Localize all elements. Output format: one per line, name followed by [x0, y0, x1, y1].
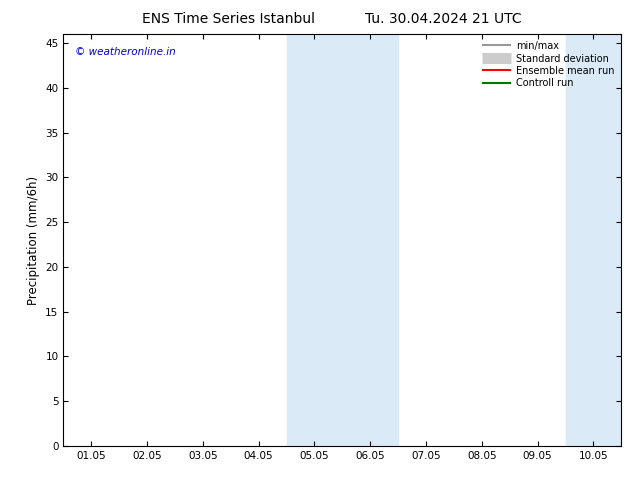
- Text: © weatheronline.in: © weatheronline.in: [75, 47, 176, 57]
- Text: ENS Time Series Istanbul: ENS Time Series Istanbul: [142, 12, 314, 26]
- Y-axis label: Precipitation (mm/6h): Precipitation (mm/6h): [27, 175, 40, 305]
- Legend: min/max, Standard deviation, Ensemble mean run, Controll run: min/max, Standard deviation, Ensemble me…: [480, 39, 616, 90]
- Text: Tu. 30.04.2024 21 UTC: Tu. 30.04.2024 21 UTC: [365, 12, 522, 26]
- Bar: [287, 34, 398, 446]
- Bar: [566, 34, 621, 446]
